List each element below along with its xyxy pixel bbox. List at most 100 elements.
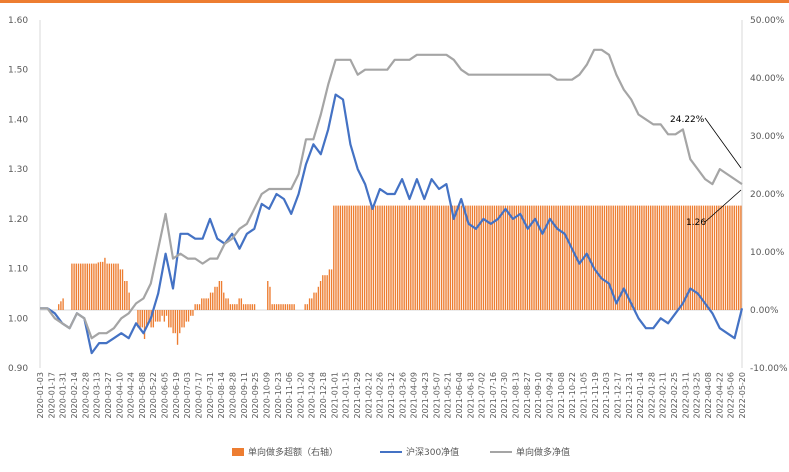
excess-bar — [372, 205, 375, 310]
x-tick-label: 2021-09-10 — [534, 372, 543, 419]
excess-bar — [93, 263, 95, 310]
excess-bar — [60, 301, 62, 310]
x-tick-label: 2021-06-18 — [466, 372, 475, 419]
excess-bar — [99, 261, 102, 310]
x-tick-label: 2020-12-04 — [308, 372, 317, 419]
excess-bar — [539, 205, 542, 310]
excess-bar — [669, 205, 672, 310]
excess-bar — [601, 205, 603, 310]
excess-bar — [282, 304, 284, 310]
x-tick-label: 2021-03-26 — [398, 372, 407, 419]
excess-bar — [106, 263, 108, 310]
right-tick-label: 0.00% — [750, 306, 779, 316]
excess-bar — [165, 310, 168, 316]
excess-bar — [117, 263, 119, 310]
excess-bar — [234, 304, 236, 310]
excess-bar — [425, 205, 427, 310]
excess-bar — [491, 205, 493, 310]
excess-bar — [146, 310, 148, 328]
excess-bar — [555, 205, 557, 310]
excess-bar — [291, 304, 293, 310]
excess-bar — [104, 257, 106, 310]
excess-bar — [634, 205, 636, 310]
excess-bar — [502, 205, 504, 310]
excess-bar — [179, 310, 181, 334]
x-tick-label: 2020-08-14 — [217, 372, 226, 419]
excess-bar — [152, 310, 155, 328]
excess-bar — [535, 205, 537, 310]
left-tick-label: 1.10 — [8, 265, 28, 275]
excess-bar — [247, 304, 249, 310]
excess-bar — [498, 205, 500, 310]
excess-bar — [289, 304, 291, 310]
excess-bar — [322, 275, 324, 310]
excess-bar — [115, 263, 117, 310]
excess-bar — [190, 310, 192, 316]
excess-bar — [410, 205, 412, 310]
excess-bar — [696, 205, 698, 310]
excess-bar — [632, 205, 634, 310]
excess-bar — [141, 310, 144, 328]
excess-bar — [157, 310, 159, 322]
excess-bar — [702, 205, 705, 310]
excess-bar — [357, 205, 359, 310]
excess-bar — [313, 292, 315, 310]
x-tick-label: 2020-03-13 — [93, 372, 102, 419]
excess-bar — [207, 298, 210, 310]
excess-bar — [176, 310, 179, 345]
excess-bar — [504, 205, 507, 310]
excess-bar — [97, 262, 99, 310]
excess-bar — [403, 205, 405, 310]
excess-bar — [564, 205, 566, 310]
excess-bar — [476, 205, 478, 310]
excess-bar — [592, 205, 595, 310]
excess-bar — [645, 205, 647, 310]
annotation-excess-label: 24.22% — [670, 115, 705, 125]
excess-bar — [58, 304, 60, 310]
excess-bar — [77, 263, 80, 310]
x-tick-label: 2020-01-03 — [36, 372, 45, 419]
excess-bar — [542, 205, 544, 310]
x-tick-label: 2021-05-07 — [432, 372, 441, 419]
excess-bar — [528, 205, 531, 310]
excess-bar — [713, 205, 716, 310]
x-tick-label: 2021-11-05 — [580, 372, 589, 419]
excess-bar — [577, 205, 579, 310]
excess-bar — [374, 205, 377, 310]
x-tick-label: 2020-08-28 — [229, 372, 238, 419]
x-tick-label: 2020-05-22 — [149, 372, 158, 419]
excess-bar — [124, 281, 126, 310]
excess-bar — [181, 310, 183, 328]
excess-bar — [568, 205, 570, 310]
excess-bar — [473, 205, 476, 310]
excess-bar — [330, 269, 333, 310]
excess-bar — [317, 286, 320, 310]
excess-bar — [95, 263, 97, 310]
excess-bar — [691, 205, 694, 310]
legend-item-excess: 单向做多超额（右轴） — [232, 445, 338, 458]
excess-bar — [385, 205, 388, 310]
excess-bar — [586, 205, 588, 310]
x-tick-label: 2020-07-03 — [183, 372, 192, 419]
excess-bar — [113, 263, 115, 310]
x-tick-label: 2022-02-25 — [670, 372, 679, 419]
excess-bar — [553, 205, 555, 310]
x-tick-label: 2021-10-08 — [557, 372, 566, 419]
excess-bar — [603, 205, 606, 310]
excess-bar — [370, 205, 372, 310]
excess-bar — [522, 205, 524, 310]
excess-bar — [337, 205, 339, 310]
x-tick-label: 2020-01-17 — [47, 372, 56, 419]
legend-swatch-hs300 — [380, 450, 402, 453]
excess-bar — [619, 205, 621, 310]
excess-bar — [471, 205, 474, 310]
x-tick-label: 2021-04-23 — [421, 372, 430, 419]
excess-bar — [440, 205, 443, 310]
excess-bar — [676, 205, 678, 310]
excess-bar — [667, 205, 669, 310]
excess-bar — [605, 205, 608, 310]
excess-bar — [416, 205, 419, 310]
annotation-leader-nav — [704, 189, 742, 223]
excess-bar — [711, 205, 713, 310]
